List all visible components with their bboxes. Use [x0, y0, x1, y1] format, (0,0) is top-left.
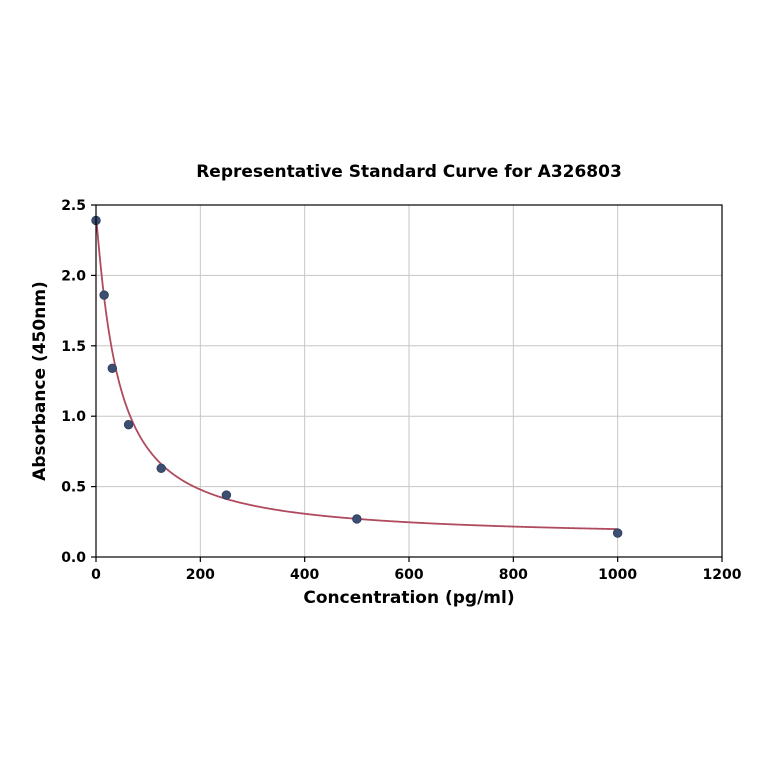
data-point	[352, 514, 362, 524]
x-tick-label: 0	[91, 567, 101, 583]
data-point	[99, 290, 109, 300]
y-axis-label: Absorbance (450nm)	[30, 281, 50, 481]
y-tick-label: 2.5	[61, 198, 86, 214]
fit-curve	[95, 215, 619, 531]
x-tick-label: 600	[394, 567, 423, 583]
y-tick-label: 2.0	[61, 268, 86, 284]
x-tick-label: 200	[186, 567, 215, 583]
data-point	[612, 528, 623, 538]
y-tick-label: 1.5	[61, 339, 86, 355]
y-tick-label: 0.0	[61, 550, 86, 566]
x-tick-label: 1000	[598, 567, 637, 583]
y-tick-label: 0.5	[61, 480, 86, 496]
y-tick-label: 1.0	[61, 409, 86, 425]
chart-title: Representative Standard Curve for A32680…	[196, 162, 622, 182]
x-tick-label: 1200	[703, 567, 742, 583]
data-point	[123, 419, 134, 430]
x-tick-label: 800	[499, 567, 528, 583]
data-point	[107, 363, 117, 374]
data-point	[156, 463, 166, 473]
x-tick-label: 400	[290, 567, 319, 583]
data-point	[221, 490, 232, 500]
x-axis-label: Concentration (pg/ml)	[303, 588, 515, 608]
